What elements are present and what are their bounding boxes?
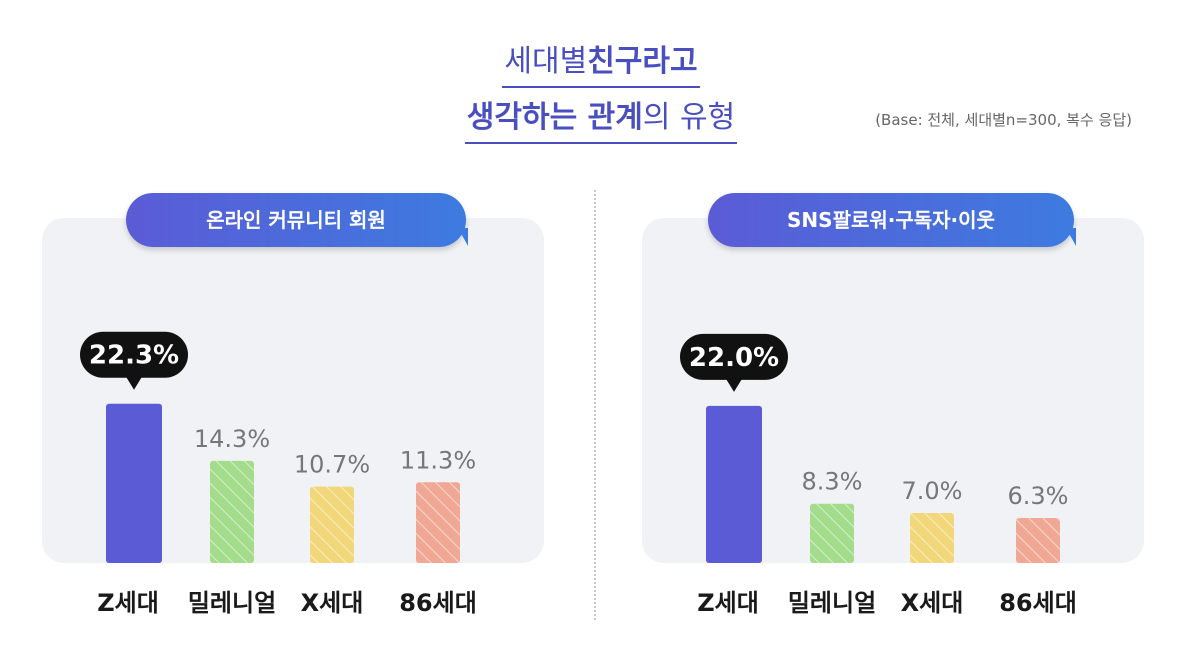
highlight-bubble: 22.0% — [680, 333, 788, 392]
base-note: (Base: 전체, 세대별n=300, 복수 응답) — [875, 111, 1132, 129]
chart-left: 22.3% Z세대 14.3% 밀레니얼 10.7% X세대 11.3% 86세대 — [80, 331, 477, 617]
title-line-2: 생각하는 관계의 유형 — [0, 92, 1202, 144]
x-tick-label: 86세대 — [999, 589, 1077, 617]
panel-right-title-pill: SNS팔로워·구독자·이웃 — [708, 193, 1074, 247]
value-label: 10.7% — [294, 451, 370, 479]
value-label: 8.3% — [802, 468, 863, 496]
x-tick-label: 밀레니얼 — [788, 589, 876, 617]
value-label: 14.3% — [194, 425, 270, 453]
title-line-2-bold: 생각하는 관계 — [466, 100, 643, 135]
x-tick-label: 밀레니얼 — [188, 589, 276, 617]
value-label-highlight: 22.0% — [689, 343, 779, 373]
chart-right: 22.0% Z세대 8.3% 밀레니얼 7.0% X세대 6.3% 86세대 — [680, 333, 1077, 617]
highlight-bubble: 22.3% — [80, 331, 188, 390]
panel-right-title: SNS팔로워·구독자·이웃 — [787, 208, 995, 232]
bar-x — [310, 486, 354, 563]
bar-millennial — [210, 460, 254, 563]
title-line-1: 세대별 친구라고 — [0, 36, 1202, 88]
bar-millennial — [810, 503, 854, 563]
x-tick-label: X세대 — [901, 589, 964, 617]
panel-right-pill-tail — [1066, 228, 1076, 246]
panel-left-pill-tail — [458, 228, 468, 246]
panel-left-title: 온라인 커뮤니티 회원 — [206, 208, 386, 232]
title-line-2-normal: 의 유형 — [642, 100, 736, 135]
value-label-highlight: 22.3% — [89, 341, 179, 371]
title-line-1-bold: 친구라고 — [587, 44, 698, 79]
x-tick-label: Z세대 — [97, 589, 159, 617]
x-tick-label: Z세대 — [697, 589, 759, 617]
panel-left-title-pill: 온라인 커뮤니티 회원 — [126, 193, 466, 247]
value-label: 11.3% — [400, 446, 476, 474]
value-label: 6.3% — [1008, 482, 1069, 510]
bar-eighty_six — [1016, 518, 1060, 563]
bar-z — [706, 405, 762, 563]
value-label: 7.0% — [902, 477, 963, 505]
bar-z — [106, 403, 162, 563]
x-tick-label: X세대 — [301, 589, 364, 617]
bar-eighty_six — [416, 482, 460, 563]
panel-divider — [594, 190, 596, 620]
x-tick-label: 86세대 — [399, 589, 477, 617]
title-line-1-normal: 세대별 — [504, 44, 588, 79]
bar-x — [910, 513, 954, 563]
